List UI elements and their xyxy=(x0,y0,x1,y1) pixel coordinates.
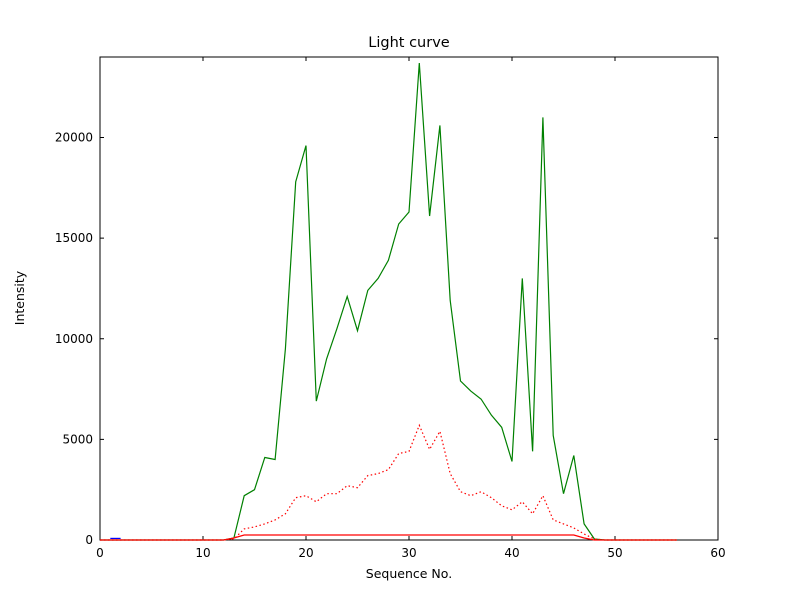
x-tick-label: 0 xyxy=(96,546,104,560)
series-red-solid xyxy=(100,534,677,541)
y-tick-label: 20000 xyxy=(55,131,93,145)
y-tick-label: 0 xyxy=(85,533,93,547)
x-tick-label: 40 xyxy=(504,546,519,560)
x-tick-label: 50 xyxy=(607,546,622,560)
x-tick-label: 60 xyxy=(710,546,725,560)
x-tick-label: 10 xyxy=(195,546,210,560)
x-axis-label: Sequence No. xyxy=(366,566,452,581)
y-tick-label: 10000 xyxy=(55,332,93,346)
series-red-dotted xyxy=(100,423,677,541)
y-axis-label: Intensity xyxy=(12,270,27,325)
axes-frame xyxy=(99,56,719,541)
y-tick-label: 15000 xyxy=(55,231,93,245)
x-tick-label: 30 xyxy=(401,546,416,560)
y-tick-label: 5000 xyxy=(62,432,93,446)
chart-title: Light curve xyxy=(368,35,450,51)
series-green-solid xyxy=(100,62,677,541)
x-tick-label: 20 xyxy=(298,546,313,560)
